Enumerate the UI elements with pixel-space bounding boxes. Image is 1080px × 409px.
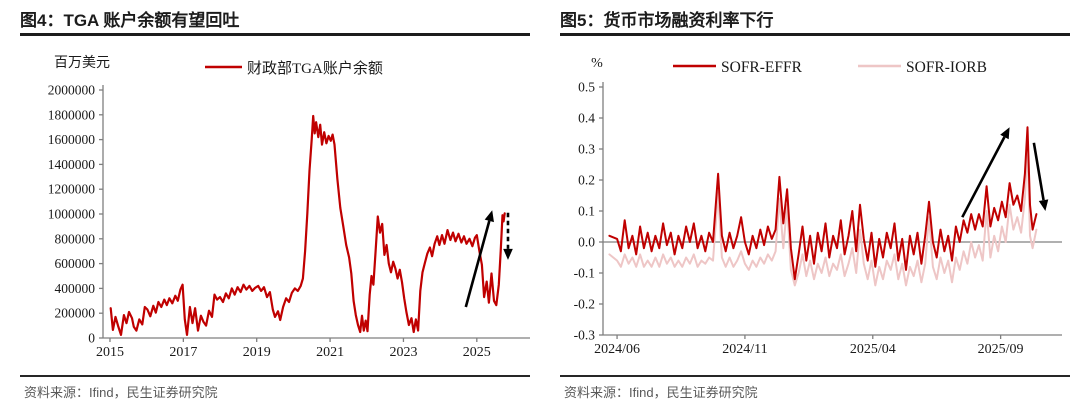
svg-text:800000: 800000 [55,231,96,246]
figure4-panel: 图4：TGA 账户余额有望回吐 2000000 1800000 1600000 140… [20,0,530,400]
figure4-source: 资料来源：Ifind，民生证券研究院 [24,385,218,400]
svg-text:财政部TGA账户余额: 财政部TGA账户余额 [247,59,383,77]
svg-text:2021: 2021 [316,345,344,360]
figure5-panel: 图5：货币市场融资利率下行 0.5 0.4 0.3 0.2 0.1 0.0 -0.1 -0.2… [540,0,1080,409]
svg-text:400000: 400000 [55,281,96,296]
svg-text:2023: 2023 [389,345,417,360]
svg-text:2015: 2015 [96,345,124,360]
svg-text:SOFR-EFFR: SOFR-EFFR [721,59,803,76]
figure4-source-rule [20,375,530,377]
tga-balance-chart: 2000000180000016000001400000120000010000… [48,55,530,360]
svg-text:0.0: 0.0 [578,235,595,250]
svg-text:0.5: 0.5 [578,80,595,95]
svg-text:0.3: 0.3 [578,142,595,157]
svg-text:百万美元: 百万美元 [54,55,110,71]
svg-text:SOFR-IORB: SOFR-IORB [906,59,987,76]
svg-text:0.1: 0.1 [578,204,595,219]
svg-text:2019: 2019 [243,345,271,360]
svg-text:2024/11: 2024/11 [722,342,767,357]
svg-text:0.4: 0.4 [578,111,595,126]
svg-text:2025: 2025 [463,345,491,360]
svg-text:1800000: 1800000 [48,107,96,122]
figure4-title: 图4：TGA 账户余额有望回吐 [20,0,530,36]
figure5-title: 图5：货币市场融资利率下行 [560,0,1070,36]
svg-text:1000000: 1000000 [48,207,96,222]
svg-text:600000: 600000 [55,256,96,271]
svg-text:-0.3: -0.3 [574,328,596,343]
svg-text:2024/06: 2024/06 [594,342,640,357]
svg-text:1200000: 1200000 [48,182,96,197]
svg-text:1600000: 1600000 [48,132,96,147]
svg-text:2000000: 2000000 [48,83,96,98]
svg-text:-0.2: -0.2 [574,297,595,312]
svg-text:2025/04: 2025/04 [850,342,896,357]
svg-text:2017: 2017 [169,345,197,360]
svg-text:2025/09: 2025/09 [978,342,1024,357]
svg-text:-0.1: -0.1 [574,266,595,281]
svg-text:0: 0 [88,331,95,346]
svg-text:%: % [591,56,603,71]
svg-text:0.2: 0.2 [578,173,595,188]
figure5-source-rule [560,375,1070,377]
svg-text:1400000: 1400000 [48,157,96,172]
figure5-source: 资料来源：Ifind，民生证券研究院 [564,385,758,400]
svg-text:200000: 200000 [55,306,96,321]
